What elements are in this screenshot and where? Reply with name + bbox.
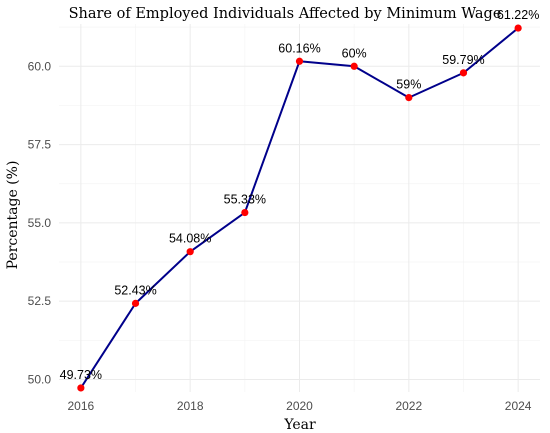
data-label: 60.16% (278, 41, 320, 55)
data-point (241, 208, 249, 217)
data-point (131, 299, 140, 307)
data-point (77, 384, 85, 392)
data-label: 59.79% (442, 53, 484, 67)
x-tick-label: 2020 (286, 399, 313, 413)
x-tick-label: 2016 (68, 399, 95, 413)
data-point (514, 24, 522, 32)
data-point (459, 69, 468, 77)
y-axis-title: Percentage (%) (5, 161, 21, 270)
data-point (405, 94, 413, 102)
data-label: 49.73% (60, 368, 102, 382)
y-tick-labels: 50.0 52.5 55.0 57.5 60.0 (28, 59, 52, 386)
chart-title: Share of Employed Individuals Affected b… (69, 6, 502, 22)
y-tick-label: 55.0 (28, 216, 52, 230)
data-labels: 49.73% 52.43% 54.08% 55.33% 60.16% 60% 59% 59.7… (60, 8, 540, 382)
x-tick-labels: 2016 2018 2020 2022 2024 (68, 399, 532, 413)
data-label: 60% (342, 46, 367, 60)
data-label: 52.43% (114, 283, 156, 297)
grid (59, 24, 540, 392)
data-label: 54.08% (169, 232, 211, 246)
y-tick-label: 52.5 (28, 294, 52, 308)
y-tick-label: 60.0 (28, 59, 52, 73)
x-tick-label: 2018 (177, 399, 204, 413)
x-tick-label: 2024 (505, 399, 532, 413)
data-points (77, 24, 522, 392)
data-point (350, 62, 358, 70)
data-label: 55.33% (224, 193, 266, 207)
y-tick-label: 57.5 (28, 138, 52, 152)
data-point (295, 57, 304, 65)
x-tick-label: 2022 (395, 399, 422, 413)
y-tick-label: 50.0 (28, 372, 52, 386)
x-axis-title: Year (283, 417, 316, 433)
data-label: 61.22% (497, 8, 539, 22)
data-point (186, 248, 194, 256)
data-label: 59% (396, 78, 421, 92)
